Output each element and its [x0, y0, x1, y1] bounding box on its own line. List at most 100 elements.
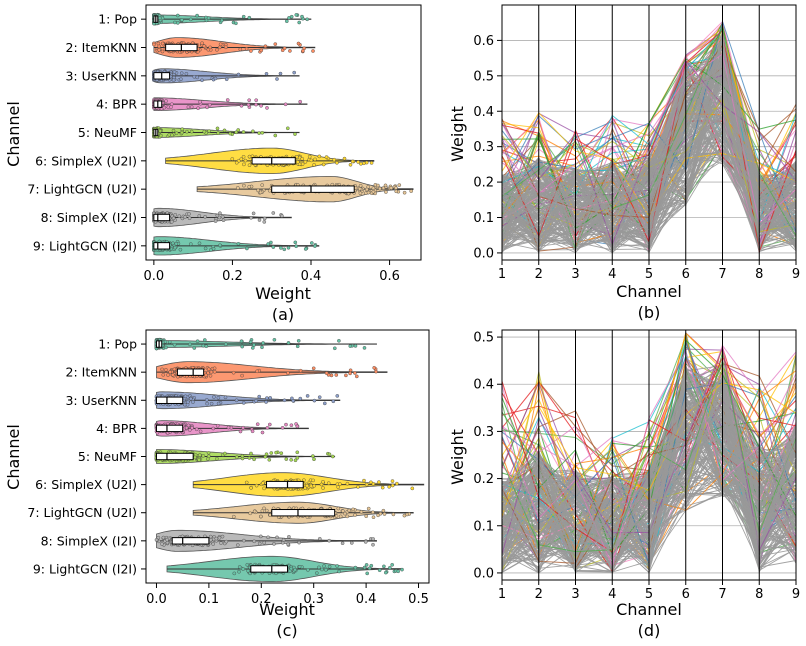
data-point — [312, 398, 317, 403]
data-point — [231, 514, 236, 519]
data-point — [241, 130, 246, 134]
data-point — [287, 535, 291, 539]
data-point — [259, 104, 263, 108]
data-point — [207, 102, 212, 107]
data-point — [337, 338, 341, 343]
jitter-points — [152, 211, 284, 224]
data-point — [402, 190, 407, 195]
box — [153, 213, 171, 222]
data-point — [249, 49, 253, 53]
chart-panel-c: 1: Pop 2: ItemKNN 3: UserKNN 4: BPR 5: NeuMF… — [4, 329, 430, 640]
data-point — [311, 454, 315, 458]
data-point — [262, 506, 266, 511]
data-point — [241, 425, 245, 430]
y-ticks-b: 0.0 0.1 0.2 0.3 0.4 0.5 0.6 — [473, 34, 502, 261]
data-point — [260, 130, 265, 135]
data-point — [383, 570, 388, 575]
data-point — [193, 455, 197, 460]
data-point — [246, 103, 251, 107]
data-point — [244, 47, 249, 51]
data-point — [169, 219, 174, 224]
data-point — [255, 369, 259, 374]
data-point — [157, 48, 161, 52]
data-point — [260, 345, 264, 350]
data-point — [262, 216, 267, 221]
data-point — [258, 190, 263, 195]
data-point — [313, 244, 317, 248]
data-point — [171, 128, 176, 133]
data-point — [195, 339, 200, 344]
data-point — [376, 183, 380, 188]
data-point — [183, 394, 188, 399]
data-point — [220, 214, 225, 219]
data-point — [188, 396, 193, 401]
data-point — [228, 131, 232, 136]
data-point — [296, 41, 301, 46]
data-point — [206, 367, 211, 372]
x-tick-label-d: 5 — [645, 587, 653, 602]
data-point — [358, 191, 363, 195]
data-point — [208, 373, 213, 378]
x-tick-label-c: 0.4 — [356, 592, 377, 607]
data-point — [322, 401, 327, 406]
data-point — [369, 563, 374, 568]
data-point — [186, 105, 191, 109]
data-point — [267, 457, 272, 462]
data-point — [238, 47, 243, 52]
data-point — [282, 398, 287, 403]
data-point — [320, 567, 324, 572]
data-point — [218, 211, 222, 215]
data-point — [293, 458, 298, 463]
x-ticks-a: 0.0 0.2 0.4 0.6 — [144, 260, 400, 284]
data-point — [261, 481, 265, 485]
data-point — [338, 482, 342, 486]
data-point — [234, 398, 239, 403]
data-point — [374, 369, 378, 374]
data-point — [188, 17, 193, 22]
box — [153, 242, 171, 250]
data-point — [173, 245, 177, 250]
data-point — [288, 49, 292, 53]
y-tick-label-b: 0.6 — [473, 34, 494, 49]
data-point — [170, 373, 175, 377]
data-point — [252, 509, 257, 514]
data-point — [321, 479, 325, 484]
data-point — [382, 564, 386, 569]
x-axis-label-d: Channel — [616, 600, 682, 619]
y-tick-label-d: 0.3 — [473, 425, 494, 440]
data-point — [180, 18, 184, 22]
data-point — [300, 156, 305, 161]
data-point — [160, 49, 165, 54]
x-tick-label-c: 0.2 — [251, 592, 272, 607]
box — [251, 157, 296, 165]
data-point — [202, 44, 206, 48]
data-point — [384, 190, 388, 194]
data-point — [340, 541, 345, 546]
data-point — [244, 480, 249, 485]
data-point — [242, 183, 246, 188]
x-tick-label-d: 1 — [498, 587, 506, 602]
data-point — [353, 344, 358, 348]
data-point — [327, 564, 332, 569]
data-point — [254, 98, 259, 102]
channel-label-a: 4: BPR — [96, 97, 137, 112]
data-point — [213, 219, 218, 223]
data-point — [364, 514, 369, 519]
data-point — [280, 214, 284, 218]
x-tick-label-b: 5 — [645, 267, 653, 282]
data-point — [264, 400, 268, 404]
data-point — [371, 510, 375, 515]
data-point — [179, 71, 184, 75]
data-point — [353, 513, 357, 517]
data-point — [206, 16, 211, 20]
y-tick-label-d: 0.5 — [473, 331, 494, 346]
data-point — [249, 215, 253, 220]
data-point — [410, 486, 415, 491]
data-point — [323, 568, 328, 572]
data-point — [332, 346, 337, 351]
caption-a: (a) — [272, 305, 294, 324]
data-point — [378, 511, 383, 516]
data-point — [272, 542, 276, 546]
data-point — [335, 564, 340, 568]
